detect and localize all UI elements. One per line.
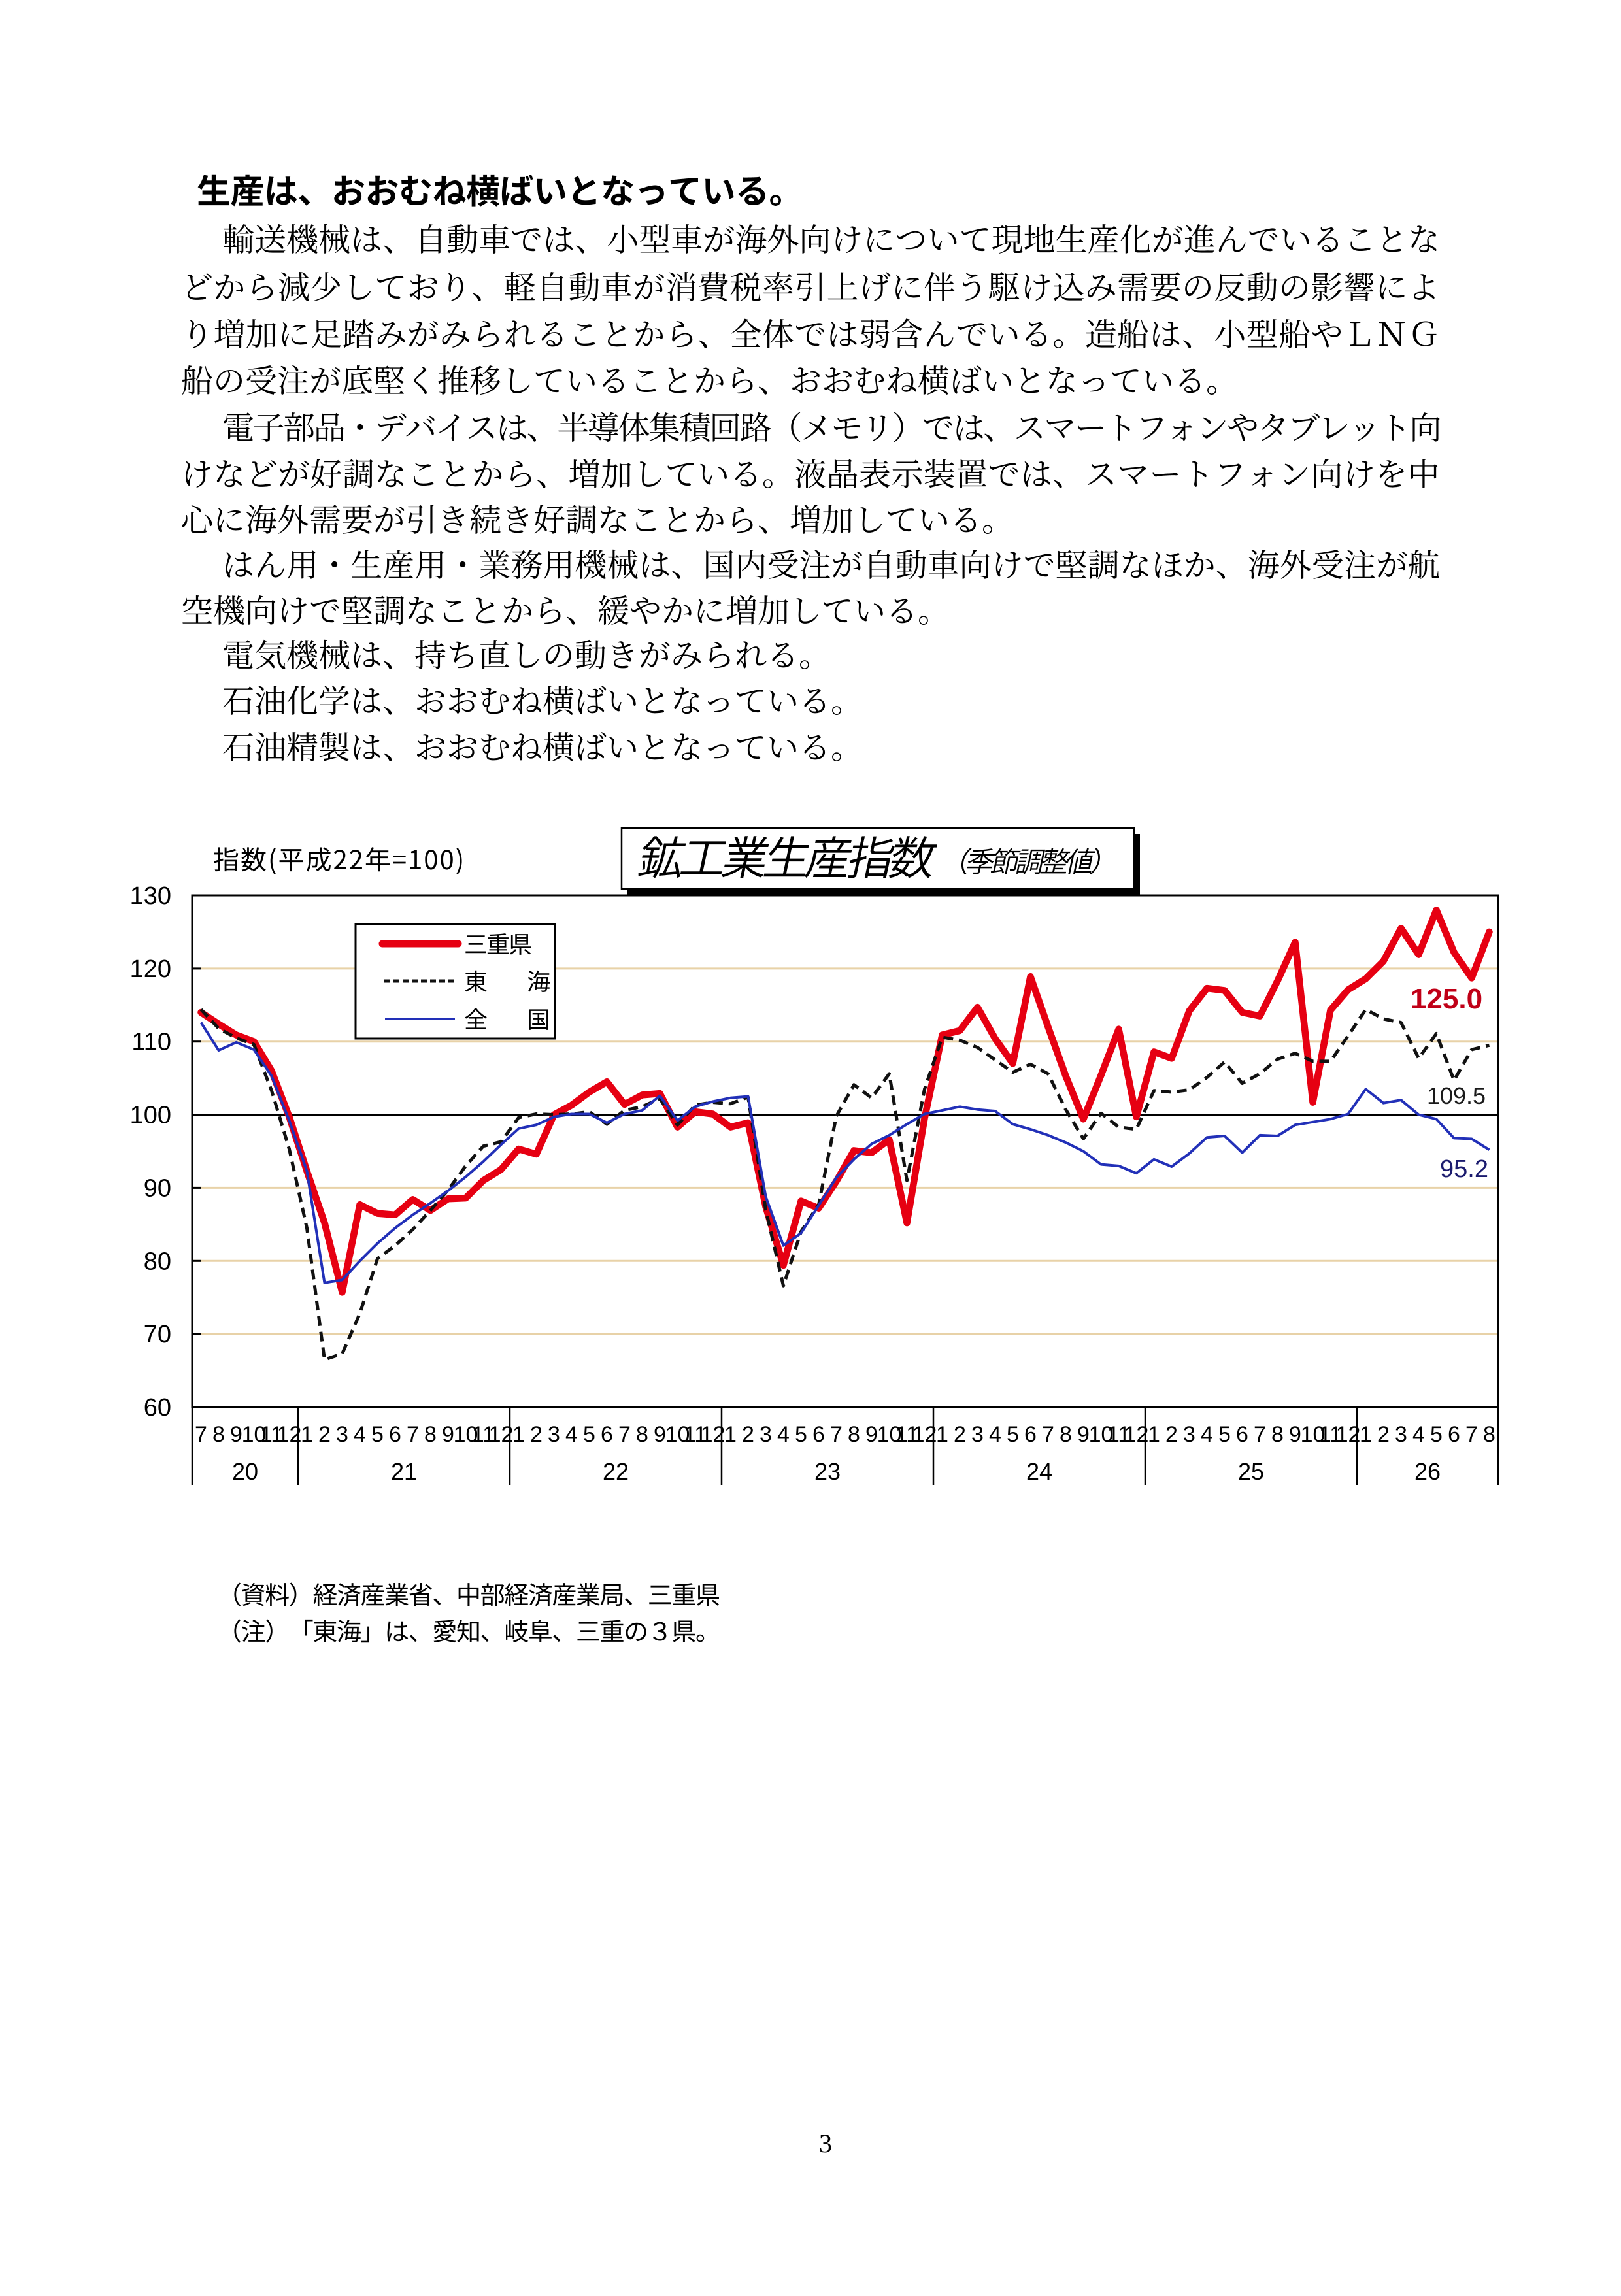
svg-text:6: 6 [601, 1422, 613, 1447]
svg-text:120: 120 [130, 956, 171, 983]
svg-text:2: 2 [742, 1422, 754, 1447]
svg-text:90: 90 [144, 1174, 171, 1202]
svg-text:12: 12 [277, 1422, 302, 1447]
svg-text:11: 11 [260, 1422, 283, 1447]
svg-text:2: 2 [1165, 1422, 1178, 1447]
svg-text:7: 7 [1254, 1422, 1266, 1447]
svg-text:9: 9 [230, 1422, 242, 1447]
svg-text:2: 2 [318, 1422, 331, 1447]
svg-text:11: 11 [1319, 1422, 1342, 1447]
svg-text:60: 60 [144, 1394, 171, 1422]
svg-text:110: 110 [131, 1029, 171, 1056]
svg-text:130: 130 [130, 882, 171, 910]
svg-text:25: 25 [1238, 1458, 1264, 1485]
svg-text:1: 1 [1360, 1422, 1372, 1447]
svg-text:1: 1 [936, 1422, 948, 1447]
svg-text:11: 11 [684, 1422, 707, 1447]
svg-text:4: 4 [354, 1422, 366, 1447]
svg-text:9: 9 [865, 1422, 878, 1447]
svg-text:100: 100 [130, 1102, 171, 1129]
svg-text:1: 1 [1148, 1422, 1160, 1447]
svg-text:7: 7 [1465, 1422, 1478, 1447]
svg-text:4: 4 [777, 1422, 790, 1447]
svg-text:7: 7 [830, 1422, 843, 1447]
svg-text:10: 10 [1301, 1422, 1326, 1447]
svg-text:11: 11 [1107, 1422, 1130, 1447]
svg-text:11: 11 [472, 1422, 495, 1447]
svg-text:8: 8 [1060, 1422, 1072, 1447]
svg-text:9: 9 [654, 1422, 666, 1447]
svg-text:6: 6 [1236, 1422, 1248, 1447]
svg-text:4: 4 [989, 1422, 1001, 1447]
svg-text:3: 3 [548, 1422, 560, 1447]
svg-text:8: 8 [1483, 1422, 1496, 1447]
svg-text:7: 7 [618, 1422, 631, 1447]
svg-text:10: 10 [242, 1422, 267, 1447]
svg-text:80: 80 [144, 1248, 171, 1275]
svg-text:12: 12 [489, 1422, 514, 1447]
svg-text:3: 3 [1183, 1422, 1195, 1447]
svg-text:8: 8 [1271, 1422, 1284, 1447]
svg-text:3: 3 [336, 1422, 348, 1447]
svg-text:70: 70 [144, 1321, 171, 1348]
svg-text:2: 2 [954, 1422, 966, 1447]
svg-text:5: 5 [1007, 1422, 1019, 1447]
svg-text:9: 9 [442, 1422, 454, 1447]
svg-text:12: 12 [1124, 1422, 1149, 1447]
svg-text:4: 4 [1201, 1422, 1213, 1447]
svg-text:6: 6 [812, 1422, 825, 1447]
svg-text:2: 2 [530, 1422, 543, 1447]
svg-text:26: 26 [1414, 1458, 1441, 1485]
svg-text:10: 10 [877, 1422, 902, 1447]
svg-text:3: 3 [1395, 1422, 1407, 1447]
svg-text:10: 10 [454, 1422, 478, 1447]
svg-text:12: 12 [701, 1422, 726, 1447]
svg-text:5: 5 [583, 1422, 595, 1447]
svg-text:23: 23 [814, 1458, 841, 1485]
svg-text:6: 6 [389, 1422, 401, 1447]
svg-text:109.5: 109.5 [1427, 1082, 1486, 1109]
svg-text:5: 5 [1218, 1422, 1231, 1447]
svg-text:12: 12 [912, 1422, 937, 1447]
svg-text:1: 1 [724, 1422, 737, 1447]
svg-text:8: 8 [636, 1422, 648, 1447]
svg-text:6: 6 [1448, 1422, 1460, 1447]
svg-text:2: 2 [1377, 1422, 1390, 1447]
svg-text:21: 21 [391, 1458, 417, 1485]
svg-text:1: 1 [512, 1422, 525, 1447]
svg-text:5: 5 [1430, 1422, 1443, 1447]
svg-text:4: 4 [565, 1422, 578, 1447]
svg-text:8: 8 [848, 1422, 860, 1447]
svg-text:10: 10 [1089, 1422, 1114, 1447]
svg-text:22: 22 [603, 1458, 629, 1485]
svg-text:7: 7 [1042, 1422, 1054, 1447]
svg-text:3: 3 [760, 1422, 772, 1447]
svg-text:24: 24 [1026, 1458, 1052, 1485]
svg-text:3: 3 [819, 2129, 832, 2158]
svg-text:5: 5 [371, 1422, 384, 1447]
svg-text:9: 9 [1077, 1422, 1090, 1447]
svg-text:12: 12 [1336, 1422, 1361, 1447]
svg-text:7: 7 [195, 1422, 207, 1447]
svg-text:11: 11 [895, 1422, 918, 1447]
svg-text:10: 10 [665, 1422, 690, 1447]
svg-text:9: 9 [1289, 1422, 1301, 1447]
svg-text:3: 3 [971, 1422, 984, 1447]
svg-text:4: 4 [1412, 1422, 1425, 1447]
svg-text:125.0: 125.0 [1411, 983, 1482, 1015]
svg-text:8: 8 [212, 1422, 225, 1447]
svg-text:5: 5 [795, 1422, 807, 1447]
svg-text:1: 1 [301, 1422, 313, 1447]
svg-text:20: 20 [232, 1458, 258, 1485]
svg-text:8: 8 [424, 1422, 437, 1447]
svg-text:95.2: 95.2 [1440, 1156, 1488, 1183]
svg-text:7: 7 [407, 1422, 419, 1447]
svg-text:6: 6 [1024, 1422, 1037, 1447]
